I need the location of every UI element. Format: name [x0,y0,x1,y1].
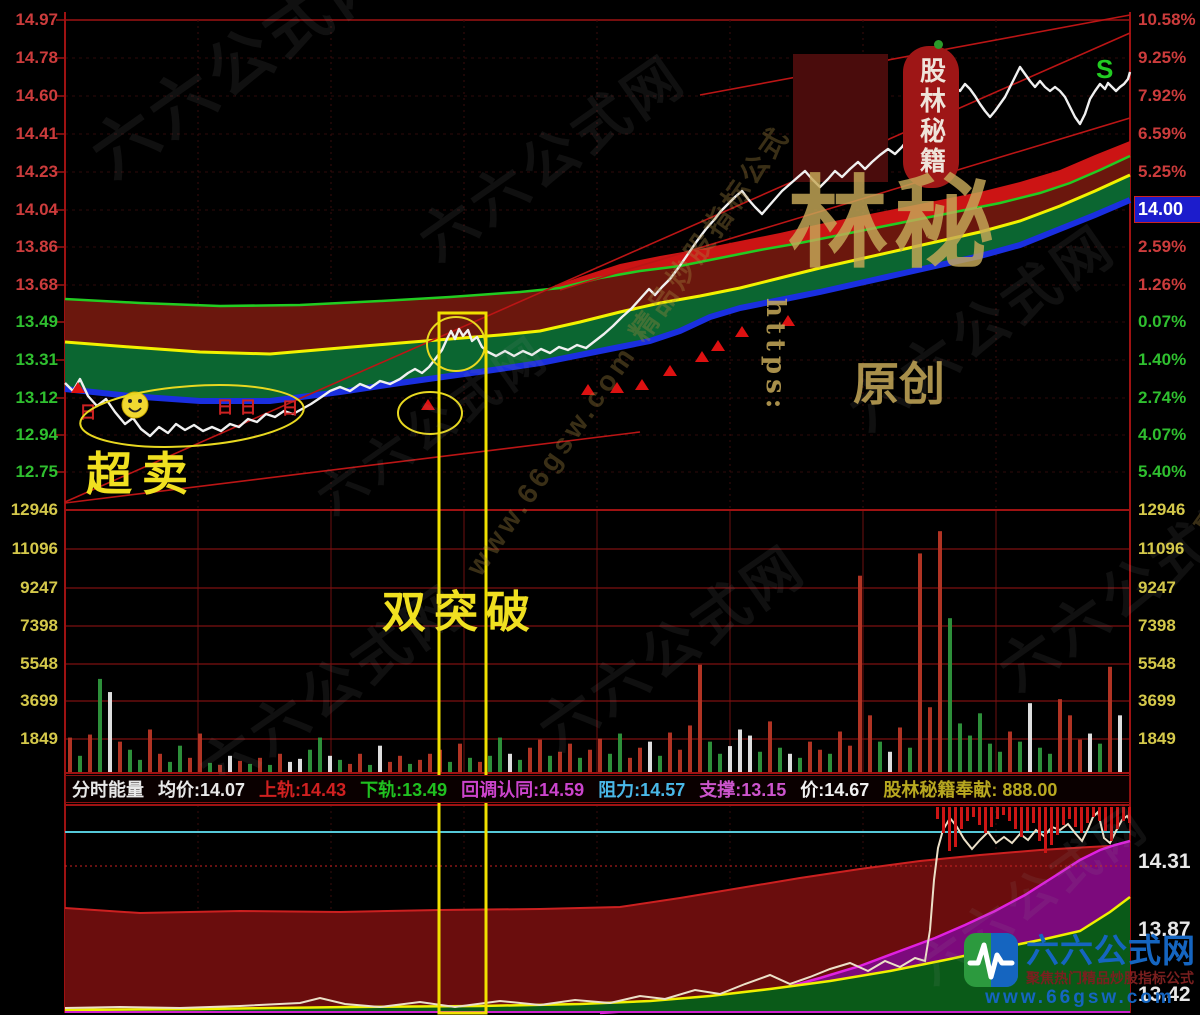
double-breakout-annotation: 双突破 [382,587,538,638]
seal-text: 股林秘籍 [915,57,946,177]
price-axis-tick: 12.94 [15,425,58,444]
seal-dot [934,40,943,49]
volume-axis-tick: 3699 [20,691,58,710]
status-item: 回调认同:14.59 [461,780,585,800]
red-seal-stamp: 股林秘籍 [903,46,959,188]
percent-axis-tick: 9.25% [1138,48,1187,67]
sell-signal-marker: S [1096,54,1114,84]
volume-axis-tick: 9247 [1138,578,1176,597]
last-price-badge: 14.00 [1134,196,1200,223]
status-item: 阻力:14.57 [598,780,686,800]
status-item: 股林秘籍奉献: 888.00 [883,780,1058,800]
price-axis-tick: 12.75 [15,462,58,481]
volume-bars [68,531,1122,772]
svg-text:日: 日 [240,398,257,417]
status-item: 下轨:13.49 [360,780,448,800]
indicator-status-bar: 分时能量 均价:14.07 上轨:14.43 下轨:13.49 回调认同:14.59 阻力… [65,775,1130,803]
volume-axis-tick: 11096 [11,539,58,558]
price-axis-tick: 13.49 [15,312,58,331]
logo-url: www.66gsw.com [985,987,1175,1008]
price-axis-tick: 14.41 [15,124,58,143]
price-axis-tick: 13.12 [15,388,58,407]
percent-axis-tick: 1.40% [1138,350,1187,369]
percent-axis-tick: 6.59% [1138,124,1187,143]
analyst-shapes [79,311,488,1015]
percent-axis-tick: 5.25% [1138,162,1187,181]
svg-text:日: 日 [282,399,299,418]
status-item: 上轨:14.43 [259,780,347,800]
percent-axis-tick: 5.40% [1138,462,1187,481]
calligraphy-watermark-main: 林秘 [788,164,1000,282]
price-axis-tick: 14.04 [15,200,58,219]
calligraphy-watermark-sub: 原创 [853,357,945,411]
indicator-axis-tick: 14.31 [1138,850,1191,873]
price-axis-tick: 14.97 [15,10,58,29]
status-item: 均价:14.07 [158,780,246,800]
price-axis-tick: 14.23 [15,162,58,181]
volume-axis-tick: 5548 [20,654,58,673]
volume-axis-tick: 1849 [20,729,58,748]
site-logo: 六六公式网 聚焦热门精品炒股指标公式 www.66gsw.com [964,933,1196,1009]
status-item: 价:14.67 [800,780,870,800]
percent-axis-tick: 4.07% [1138,425,1187,444]
volume-axis-tick: 9247 [20,578,58,597]
price-axis-tick: 13.86 [15,237,58,256]
price-axis-tick: 14.78 [15,48,58,67]
volume-axis-tick: 3699 [1138,691,1176,710]
percent-axis-tick: 2.59% [1138,237,1187,256]
volume-axis-tick: 12946 [1138,500,1186,519]
price-axis-tick: 13.31 [15,350,58,369]
price-panel [64,14,1132,504]
percent-axis-tick: 1.26% [1138,275,1187,294]
status-item: 分时能量 [72,780,144,800]
status-item: 支撑:13.15 [699,780,787,800]
volume-axis-tick: 11096 [1138,539,1185,558]
volume-axis-tick: 7398 [20,616,58,635]
svg-text:日: 日 [217,398,234,417]
volume-axis-tick: 5548 [1138,654,1176,673]
percent-axis-tick: 10.58% [1138,10,1196,29]
percent-axis-tick: 0.07% [1138,312,1187,331]
percent-axis-tick: 2.74% [1138,388,1187,407]
bottom-indicator [64,807,1131,1015]
indicator-axis-tick: 13.87 [1138,918,1191,941]
pulse-logo-icon [964,933,1018,987]
logo-title: 六六公式网 [1026,932,1196,969]
oversold-annotation: 超卖 [86,447,198,501]
indicator-axis-tick: 13.42 [1138,983,1191,1006]
price-axis-tick: 13.68 [15,275,58,294]
volume-axis-tick: 7398 [1138,616,1176,635]
signal-markers: 日日日日 [71,315,795,422]
price-axis-tick: 14.60 [15,86,58,105]
volume-axis-tick: 1849 [1138,729,1176,748]
calligraphy-watermark-url: https: [760,298,790,414]
logo-slogan: 聚焦热门精品炒股指标公式 [1026,970,1194,986]
volume-axis-tick: 12946 [10,500,58,519]
percent-axis-tick: 7.92% [1138,86,1187,105]
